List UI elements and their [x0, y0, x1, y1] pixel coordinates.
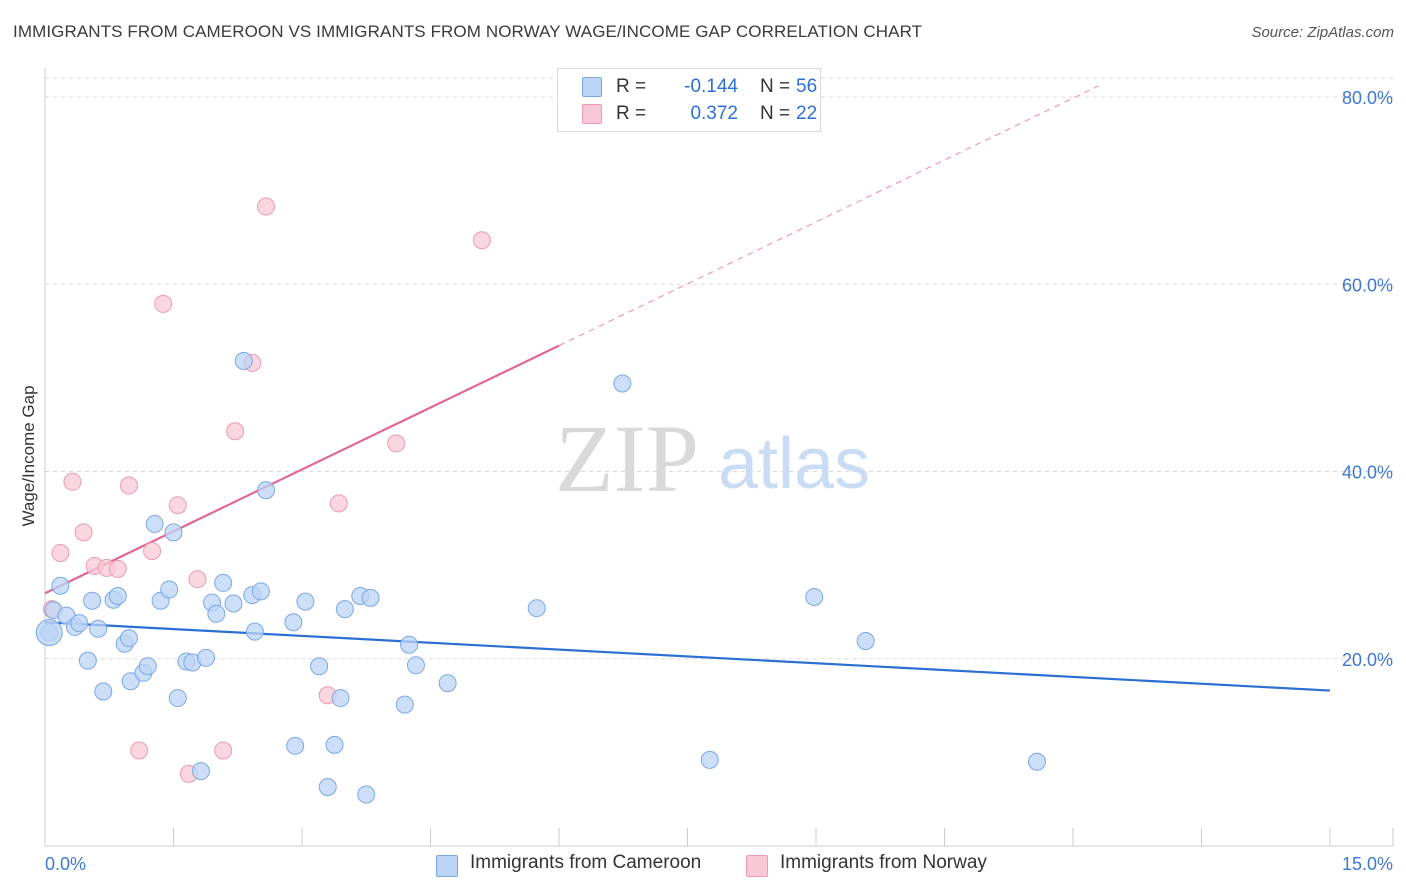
cameroon-point — [284, 613, 303, 632]
cameroon-point — [83, 591, 102, 610]
norway-point — [51, 543, 70, 562]
cameroon-point — [361, 588, 380, 607]
cameroon-point — [94, 682, 113, 701]
norway-point — [119, 476, 138, 495]
norway-point — [257, 197, 276, 216]
cameroon-point — [224, 594, 243, 613]
norway-point — [188, 570, 207, 589]
chart-title: IMMIGRANTS FROM CAMEROON VS IMMIGRANTS F… — [13, 22, 923, 41]
n-label: N = — [760, 76, 791, 97]
legend-label: Immigrants from Norway — [780, 852, 987, 873]
cameroon-point — [257, 481, 276, 500]
norway-trend-line — [44, 344, 560, 595]
norway-point — [226, 422, 245, 441]
cameroon-trend-line — [44, 621, 1331, 692]
r-value: -0.144 — [684, 76, 738, 97]
norway-point — [74, 523, 93, 542]
cameroon-point — [78, 651, 97, 670]
cameroon-point — [406, 656, 425, 675]
cameroon-point — [700, 750, 719, 769]
watermark-atlas: atlas — [718, 424, 870, 504]
x-tick-label: 15.0% — [1342, 854, 1393, 874]
cameroon-point — [168, 689, 187, 708]
watermark: ZIP atlas — [555, 405, 870, 512]
norway-swatch — [746, 855, 768, 877]
cameroon-point — [35, 619, 63, 647]
cameroon-point — [51, 576, 70, 595]
norway-point — [143, 542, 162, 561]
cameroon-point — [1028, 752, 1047, 771]
cameroon-point — [286, 736, 305, 755]
norway-trend-extension — [558, 85, 1099, 347]
cameroon-point — [164, 523, 183, 542]
tick-labels: 20.0% 40.0% 60.0% 80.0% 0.0% 15.0% — [45, 88, 1393, 874]
cameroon-point — [70, 614, 89, 633]
norway-point — [329, 494, 348, 513]
cameroon-point — [245, 622, 264, 641]
cameroon-swatch — [436, 855, 458, 877]
cameroon-point — [856, 631, 875, 650]
legend-label: Immigrants from Cameroon — [470, 852, 702, 873]
norway-point — [214, 741, 233, 760]
cameroon-point — [438, 674, 457, 693]
y-axis-label: Wage/Income Gap — [19, 385, 38, 526]
cameroon-point — [805, 587, 824, 606]
r-label: R = — [616, 103, 647, 124]
x-tick-label: 0.0% — [45, 854, 86, 874]
norway-point — [130, 741, 149, 760]
watermark-zip: ZIP — [555, 405, 699, 512]
cameroon-point — [234, 352, 253, 371]
norway-point — [387, 434, 406, 453]
n-label: N = — [760, 103, 791, 124]
cameroon-point — [395, 695, 414, 714]
cameroon-point — [400, 635, 419, 654]
cameroon-point — [214, 573, 233, 592]
cameroon-point — [145, 514, 164, 533]
norway-point — [108, 559, 127, 578]
norway-swatch — [582, 104, 602, 124]
y-tick-label: 20.0% — [1342, 650, 1393, 670]
axes — [44, 68, 1394, 847]
cameroon-point — [527, 599, 546, 618]
r-value: 0.372 — [690, 103, 738, 124]
cameroon-swatch — [582, 77, 602, 97]
y-tick-label: 60.0% — [1342, 275, 1393, 295]
cameroon-point — [613, 374, 632, 393]
correlation-legend: R = -0.144 N = 56 R = 0.372 N = 22 — [557, 68, 821, 132]
norway-point — [63, 472, 82, 491]
y-tick-label: 80.0% — [1342, 88, 1393, 108]
cameroon-point — [335, 600, 354, 619]
n-value: 22 — [796, 103, 818, 124]
cameroon-point — [207, 604, 226, 623]
r-label: R = — [616, 76, 647, 97]
cameroon-point — [89, 619, 108, 638]
cameroon-point — [318, 778, 337, 797]
cameroon-point — [108, 587, 127, 606]
norway-point — [472, 231, 491, 250]
cameroon-point — [325, 735, 344, 754]
source-label: Source: ZipAtlas.com — [1251, 24, 1394, 41]
data-points — [35, 197, 1047, 804]
cameroon-point — [197, 648, 216, 667]
cameroon-point — [191, 762, 210, 781]
cameroon-point — [296, 592, 315, 611]
norway-point — [154, 294, 173, 313]
cameroon-point — [138, 657, 157, 676]
cameroon-point — [251, 582, 270, 601]
cameroon-point — [119, 629, 138, 648]
cameroon-point — [357, 785, 376, 804]
cameroon-point — [310, 657, 329, 676]
cameroon-point — [121, 672, 140, 691]
cameroon-point — [160, 580, 179, 599]
cameroon-point — [331, 689, 350, 708]
n-value: 56 — [796, 76, 818, 97]
y-tick-label: 40.0% — [1342, 463, 1393, 483]
norway-point — [168, 496, 187, 515]
